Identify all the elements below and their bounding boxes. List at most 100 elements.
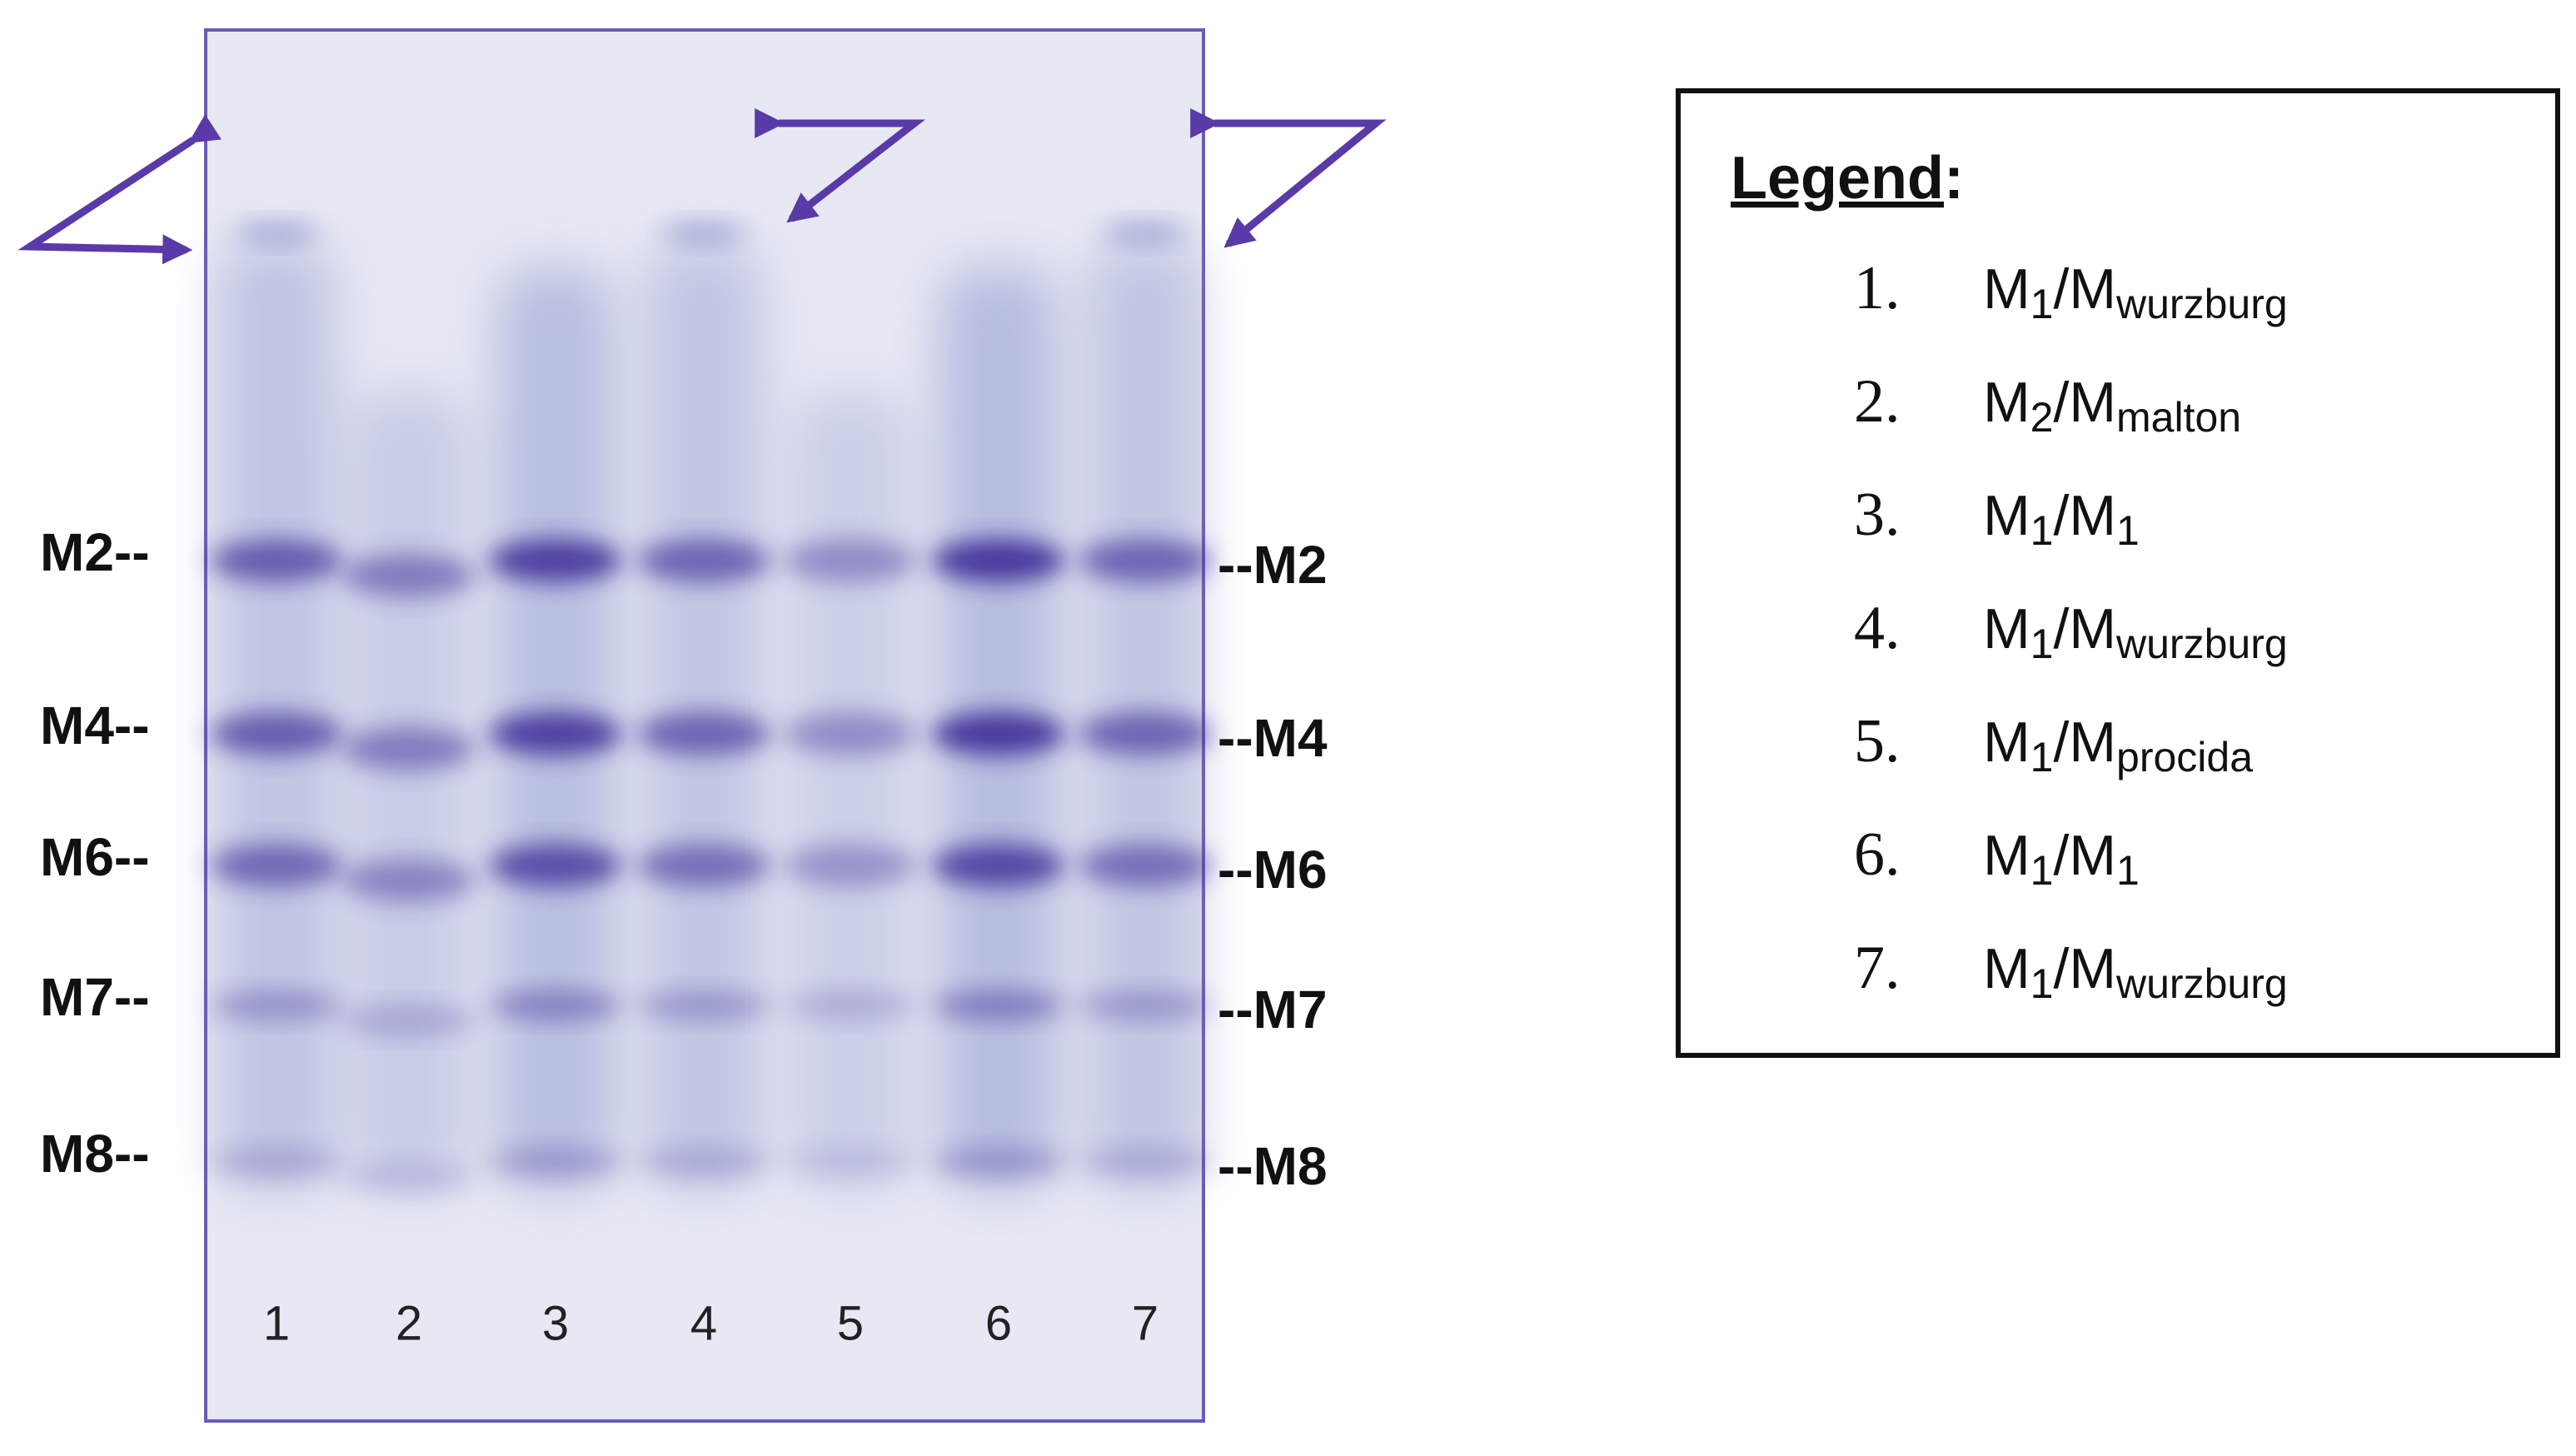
- legend-text: /M: [2053, 597, 2116, 661]
- marker-label-right: --M4: [1218, 708, 1328, 768]
- legend-text: /M: [2053, 257, 2116, 321]
- band: [1079, 712, 1212, 755]
- legend-text: /M: [2053, 484, 2116, 547]
- legend-subscript: 1: [2030, 960, 2054, 1007]
- marker-label-right: --M2: [1218, 535, 1328, 595]
- legend-title-text: Legend: [1731, 145, 1944, 212]
- legend-number: 4.: [1854, 594, 1901, 662]
- legend-number: 1.: [1854, 254, 1901, 322]
- band: [235, 222, 318, 245]
- gel-bands: [210, 222, 1212, 1192]
- legend-subscript: 1: [2030, 621, 2054, 667]
- lane-smear: [351, 391, 467, 1191]
- legend-text: /M: [2053, 937, 2116, 1000]
- legend-subscript: wurzburg: [2115, 960, 2288, 1007]
- band: [210, 1147, 343, 1177]
- marker-label-left: M7--: [40, 967, 150, 1027]
- legend-title-punct: :: [1944, 145, 1964, 212]
- band: [1079, 1147, 1212, 1177]
- band: [932, 990, 1065, 1020]
- legend-number: 3.: [1854, 481, 1901, 549]
- marker-label-right: --M6: [1218, 840, 1328, 900]
- legend-number: 2.: [1854, 367, 1901, 436]
- legend-text: /M: [2053, 371, 2116, 434]
- band: [210, 990, 343, 1020]
- band: [210, 844, 343, 887]
- legend-text: M: [1983, 937, 2030, 1000]
- lane-smear: [792, 391, 909, 1191]
- marker-label-right: --M7: [1218, 980, 1328, 1040]
- legend-item: M2/Mmalton: [1983, 371, 2241, 441]
- legend-item: M1/Mwurzburg: [1983, 937, 2288, 1007]
- lane-number: 3: [542, 1296, 569, 1350]
- band: [1079, 990, 1212, 1020]
- band: [784, 539, 917, 582]
- legend-text: M: [1983, 711, 2030, 774]
- legend-text: /M: [2053, 824, 2116, 887]
- band: [784, 1147, 917, 1177]
- band: [784, 712, 917, 755]
- marker-label-left: M4--: [40, 696, 150, 755]
- legend-subscript: 1: [2030, 281, 2054, 327]
- band: [784, 844, 917, 887]
- marker-label-left: M8--: [40, 1124, 150, 1184]
- arrow: [17, 114, 222, 265]
- band: [637, 1147, 770, 1177]
- marker-label-right: --M8: [1218, 1136, 1328, 1196]
- legend-subscript: 1: [2030, 734, 2054, 780]
- band: [489, 712, 622, 755]
- legend-item: M1/Mprocida: [1983, 711, 2253, 780]
- marker-label-left: M2--: [40, 522, 150, 582]
- legend-subscript: 1: [2030, 507, 2054, 554]
- lane-number: 5: [837, 1296, 864, 1350]
- band: [637, 990, 770, 1020]
- band: [342, 554, 476, 597]
- legend-number: 6.: [1854, 820, 1901, 889]
- band: [342, 727, 476, 770]
- band: [784, 990, 917, 1020]
- legend-text: M: [1983, 257, 2030, 321]
- legend-subscript: 1: [2116, 507, 2140, 554]
- legend-title: Legend:: [1731, 145, 1964, 212]
- band: [489, 1147, 622, 1177]
- band: [1104, 222, 1187, 245]
- arrow: [1190, 108, 1387, 248]
- lane-number: 6: [985, 1296, 1012, 1350]
- band: [932, 1147, 1065, 1177]
- legend-number: 5.: [1854, 707, 1901, 775]
- lane-number: 1: [263, 1296, 290, 1350]
- band: [662, 222, 745, 245]
- band: [637, 712, 770, 755]
- lane-number: 4: [690, 1296, 717, 1350]
- legend-item: M1/M1: [1983, 484, 2140, 554]
- marker-label-left: M6--: [40, 827, 150, 887]
- band: [932, 844, 1065, 887]
- band: [342, 1162, 476, 1192]
- legend-text: M: [1983, 824, 2030, 887]
- legend-text: M: [1983, 597, 2030, 661]
- band: [210, 539, 343, 582]
- legend-subscript: wurzburg: [2115, 281, 2288, 327]
- legend-subscript: wurzburg: [2115, 621, 2288, 667]
- band: [1079, 539, 1212, 582]
- arrows: [17, 108, 1387, 265]
- band: [210, 712, 343, 755]
- legend-subscript: 1: [2116, 847, 2140, 894]
- legend-item: M1/Mwurzburg: [1983, 597, 2288, 667]
- band: [489, 990, 622, 1020]
- lane-number: 2: [396, 1296, 422, 1350]
- legend-text: /M: [2053, 711, 2116, 774]
- legend-subscript: 2: [2030, 394, 2054, 441]
- band: [932, 539, 1065, 582]
- arrow: [755, 108, 926, 223]
- legend-subscript: malton: [2116, 394, 2241, 441]
- legend-item: M1/M1: [1983, 824, 2140, 894]
- legend-text: M: [1983, 371, 2030, 434]
- legend-subscript: procida: [2116, 734, 2253, 780]
- legend-box: [1676, 88, 2560, 1058]
- lane-number: 7: [1132, 1296, 1158, 1350]
- band: [489, 844, 622, 887]
- band: [637, 844, 770, 887]
